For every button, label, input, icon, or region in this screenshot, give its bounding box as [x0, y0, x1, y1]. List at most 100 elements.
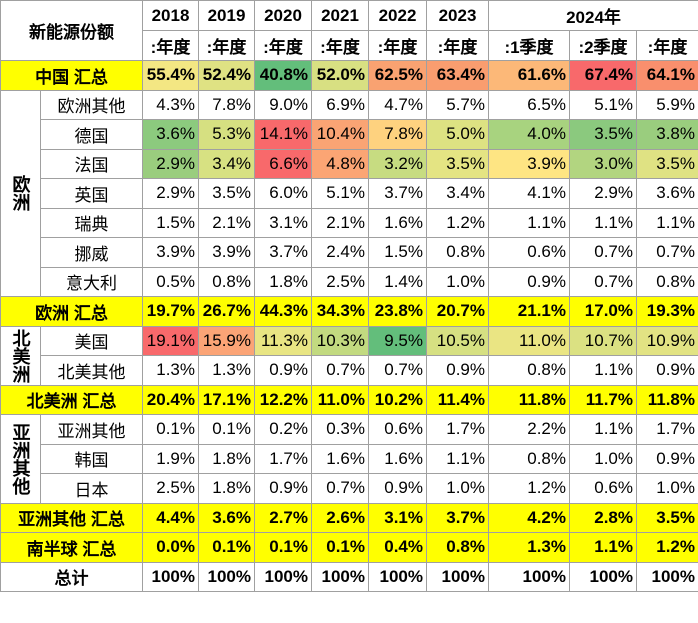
period-header: :年度: [426, 30, 489, 61]
period-header: :2季度: [569, 30, 637, 61]
value-cell: 100%: [198, 561, 255, 592]
row-label: 总计: [0, 561, 143, 592]
row-label: 日本: [40, 473, 143, 504]
value-cell: 6.0%: [254, 178, 312, 209]
value-cell: 0.1%: [254, 532, 312, 563]
data-row: 挪威 3.9% 3.9% 3.7% 2.4% 1.5% 0.8% 0.6% 0.7% 0.7%: [1, 237, 698, 268]
year-header: 2021: [311, 0, 369, 31]
value-cell: 0.0%: [142, 532, 199, 563]
data-row: 北美其他 1.3% 1.3% 0.9% 0.7% 0.7% 0.9% 0.8% 1.1% 0.9%: [1, 355, 698, 386]
value-cell: 100%: [569, 561, 637, 592]
value-cell: 1.3%: [198, 355, 255, 386]
value-cell: 4.4%: [142, 502, 199, 533]
value-cell: 10.4%: [311, 119, 369, 150]
value-cell: 1.2%: [488, 473, 570, 504]
value-cell: 21.1%: [488, 296, 570, 327]
value-cell: 3.8%: [636, 119, 698, 150]
value-cell: 2.7%: [254, 502, 312, 533]
value-cell: 2.1%: [198, 207, 255, 238]
row-label: 欧洲 汇总: [0, 296, 143, 327]
value-cell: 100%: [488, 561, 570, 592]
value-cell: 0.1%: [142, 414, 199, 445]
value-cell: 12.2%: [254, 384, 312, 415]
value-cell: 5.1%: [311, 178, 369, 209]
value-cell: 3.5%: [569, 119, 637, 150]
value-cell: 1.1%: [569, 207, 637, 238]
value-cell: 3.1%: [368, 502, 427, 533]
table-header: 新能源份额 2018 2019 2020 2021 2022 2023 2024年:年度:年度…: [0, 0, 698, 61]
value-cell: 11.7%: [569, 384, 637, 415]
value-cell: 1.1%: [488, 207, 570, 238]
value-cell: 19.3%: [636, 296, 698, 327]
row-label: 中国 汇总: [0, 60, 143, 91]
group-label: 欧洲: [10, 175, 31, 212]
value-cell: 0.7%: [636, 237, 698, 268]
value-cell: 11.8%: [636, 384, 698, 415]
value-cell: 1.1%: [426, 443, 489, 474]
value-cell: 2.9%: [569, 178, 637, 209]
value-cell: 3.5%: [636, 502, 698, 533]
table-title: 新能源份额: [0, 0, 143, 61]
value-cell: 10.2%: [368, 384, 427, 415]
value-cell: 1.0%: [426, 473, 489, 504]
value-cell: 100%: [426, 561, 489, 592]
year-header: 2022: [368, 0, 427, 31]
value-cell: 0.9%: [426, 355, 489, 386]
row-label: 亚洲其他: [40, 414, 143, 445]
value-cell: 1.4%: [368, 266, 427, 297]
value-cell: 0.8%: [426, 237, 489, 268]
value-cell: 0.8%: [488, 355, 570, 386]
period-header: :1季度: [488, 30, 570, 61]
value-cell: 0.6%: [368, 414, 427, 445]
total-row: 南半球 汇总 0.0% 0.1% 0.1% 0.1% 0.4% 0.8% 1.3% 1.1% 1.…: [0, 532, 698, 563]
row-label: 挪威: [40, 237, 143, 268]
year-header: 2018: [142, 0, 199, 31]
value-cell: 1.0%: [569, 443, 637, 474]
value-cell: 0.9%: [636, 443, 698, 474]
row-label: 瑞典: [40, 207, 143, 238]
value-cell: 0.9%: [488, 266, 570, 297]
total-row: 北美洲 汇总 20.4% 17.1% 12.2% 11.0% 10.2% 11.4% 11.8…: [0, 384, 698, 415]
value-cell: 5.1%: [569, 89, 637, 120]
row-label: 北美洲 汇总: [0, 384, 143, 415]
period-header: :年度: [368, 30, 427, 61]
data-row: 日本 2.5% 1.8% 0.9% 0.7% 0.9% 1.0% 1.2% 0.6% 1.0%: [1, 473, 698, 504]
data-row: 瑞典 1.5% 2.1% 3.1% 2.1% 1.6% 1.2% 1.1% 1.1% 1.1%: [1, 207, 698, 238]
value-cell: 3.5%: [198, 178, 255, 209]
value-cell: 17.1%: [198, 384, 255, 415]
row-label: 韩国: [40, 443, 143, 474]
value-cell: 34.3%: [311, 296, 369, 327]
value-cell: 3.9%: [198, 237, 255, 268]
value-cell: 19.7%: [142, 296, 199, 327]
value-cell: 0.1%: [198, 532, 255, 563]
value-cell: 2.5%: [311, 266, 369, 297]
value-cell: 3.9%: [488, 148, 570, 179]
year-header: 2020: [254, 0, 312, 31]
value-cell: 0.8%: [636, 266, 698, 297]
value-cell: 3.6%: [636, 178, 698, 209]
value-cell: 3.7%: [368, 178, 427, 209]
value-cell: 3.0%: [569, 148, 637, 179]
value-cell: 0.4%: [368, 532, 427, 563]
total-row: 中国 汇总 55.4% 52.4% 40.8% 52.0% 62.5% 63.4% 61.6%…: [0, 60, 698, 91]
value-cell: 0.7%: [569, 237, 637, 268]
year-header: 2019: [198, 0, 255, 31]
value-cell: 0.9%: [368, 473, 427, 504]
year-header: 2024年: [488, 0, 698, 31]
value-cell: 1.0%: [636, 473, 698, 504]
value-cell: 0.3%: [311, 414, 369, 445]
value-cell: 0.8%: [426, 532, 489, 563]
value-cell: 52.4%: [198, 60, 255, 91]
value-cell: 4.7%: [368, 89, 427, 120]
group-cell: 欧洲: [0, 89, 41, 297]
value-cell: 0.1%: [311, 532, 369, 563]
value-cell: 100%: [368, 561, 427, 592]
value-cell: 100%: [636, 561, 698, 592]
value-cell: 5.9%: [636, 89, 698, 120]
row-label: 亚洲其他 汇总: [0, 502, 143, 533]
value-cell: 1.7%: [636, 414, 698, 445]
value-cell: 7.8%: [368, 119, 427, 150]
table-body: 中国 汇总 55.4% 52.4% 40.8% 52.0% 62.5% 63.4% 61.6%…: [0, 60, 698, 592]
value-cell: 17.0%: [569, 296, 637, 327]
value-cell: 6.5%: [488, 89, 570, 120]
